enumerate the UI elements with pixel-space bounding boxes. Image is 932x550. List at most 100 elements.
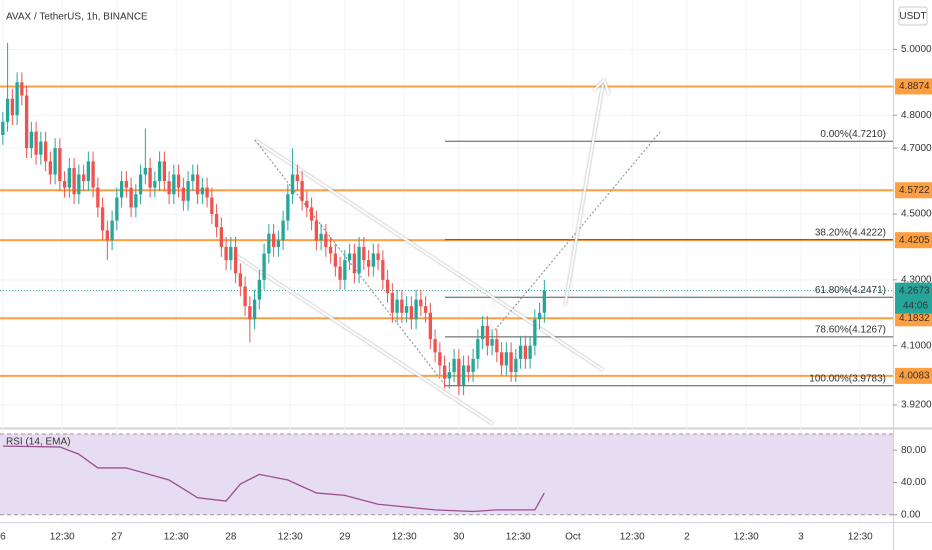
currency-label: USDT <box>899 11 926 22</box>
x-tick-label: 12:30 <box>734 532 759 543</box>
candle-body <box>528 345 532 359</box>
candle-body <box>191 174 195 182</box>
level-price-label: 4.5722 <box>899 185 930 196</box>
candle-body <box>5 98 10 122</box>
y-tick-label: 5.0000 <box>901 44 932 55</box>
candle-body <box>238 273 243 287</box>
candle-body <box>43 141 48 162</box>
candle-body <box>267 233 271 254</box>
candle-body <box>509 352 513 373</box>
candle-body <box>286 194 290 221</box>
candle-body <box>129 187 133 208</box>
rsi-y-tick-label: 80.00 <box>901 445 926 456</box>
candle-body <box>124 181 129 188</box>
x-tick-label: 12:30 <box>164 532 189 543</box>
candle-body <box>362 246 366 261</box>
fib-label: 38.20%(4.4222) <box>815 227 886 238</box>
candle-body <box>504 352 509 366</box>
candle-body <box>72 167 76 195</box>
candle-body <box>157 161 162 182</box>
fib-label: 78.60%(4.1267) <box>815 325 886 336</box>
candle-body <box>119 181 124 198</box>
candle-body <box>262 253 266 280</box>
candle-body <box>138 174 143 195</box>
candle-body <box>300 181 304 201</box>
candle-body <box>371 253 376 267</box>
level-price-label: 4.8874 <box>899 81 930 92</box>
candle-body <box>290 174 295 195</box>
candle-body <box>338 266 342 280</box>
x-tick-label: 6 <box>0 532 6 543</box>
candle-body <box>219 227 224 247</box>
x-tick-label: 27 <box>111 532 123 543</box>
candle-body <box>96 187 100 208</box>
candle-body <box>39 141 43 155</box>
level-price-label: 4.0083 <box>899 371 930 382</box>
candle-body <box>452 358 456 373</box>
candle-body <box>305 200 309 208</box>
candle-body <box>15 82 19 116</box>
drawings <box>234 78 661 425</box>
x-tick-label: 12:30 <box>50 532 75 543</box>
candle-body <box>324 233 328 247</box>
candle-body <box>514 358 518 373</box>
candle-body <box>533 319 537 346</box>
arrow-line <box>564 83 604 306</box>
x-tick-label: Oct <box>565 532 581 543</box>
candle-body <box>195 174 200 195</box>
candle-body <box>229 246 233 261</box>
candle-body <box>333 253 338 267</box>
level-price-box <box>895 310 932 327</box>
candle-body <box>352 253 357 274</box>
y-tick-label: 4.7000 <box>901 143 932 154</box>
candle-body <box>457 358 461 386</box>
candle-body <box>62 181 67 188</box>
x-tick-label: 12:30 <box>620 532 645 543</box>
candle-body <box>471 358 475 373</box>
candle-body <box>385 279 390 294</box>
rsi-y-tick-label: 0.00 <box>901 509 921 520</box>
candle-body <box>395 299 399 313</box>
level-price-box <box>895 182 932 199</box>
candle-body <box>485 325 490 346</box>
candle-body <box>433 339 437 353</box>
candle-body <box>518 345 523 359</box>
candle-body <box>343 260 347 280</box>
last-price-label: 4.2673 <box>899 285 930 296</box>
candle-body <box>243 286 247 307</box>
candle-body <box>172 174 176 195</box>
candle-body <box>248 306 252 320</box>
candle-body <box>409 306 414 320</box>
candle-body <box>214 214 219 228</box>
candle-body <box>29 131 34 149</box>
candle-body <box>181 187 186 201</box>
candle-body <box>77 174 81 195</box>
rsi-title: RSI (14, EMA) <box>6 437 70 448</box>
candle-body <box>91 161 95 188</box>
candle-body <box>134 194 138 208</box>
x-tick-label: 28 <box>225 532 237 543</box>
candle-body <box>10 98 15 116</box>
last-price-box <box>895 282 932 314</box>
candle-body <box>466 365 471 373</box>
candle-body <box>309 207 314 221</box>
rsi-y-tick-label: 40.00 <box>901 477 926 488</box>
candle-body <box>233 246 238 274</box>
candle-body <box>404 306 409 313</box>
candle-body <box>105 230 110 241</box>
level-price-box <box>895 78 932 95</box>
candle-body <box>314 220 319 241</box>
candle-body <box>148 167 152 188</box>
candle-body <box>400 299 404 313</box>
candle-body <box>58 148 62 182</box>
candle-body <box>110 220 114 241</box>
chart-title: AVAX / TetherUS, 1h, BINANCE <box>6 12 148 23</box>
level-price-box <box>895 367 932 384</box>
candle-body <box>428 312 433 340</box>
candle-body <box>200 187 205 195</box>
y-tick-label: 4.3000 <box>901 274 932 285</box>
x-tick-label: 29 <box>339 532 351 543</box>
rsi-line <box>2 445 545 513</box>
candle-body <box>523 345 528 359</box>
currency-box[interactable] <box>898 6 928 26</box>
